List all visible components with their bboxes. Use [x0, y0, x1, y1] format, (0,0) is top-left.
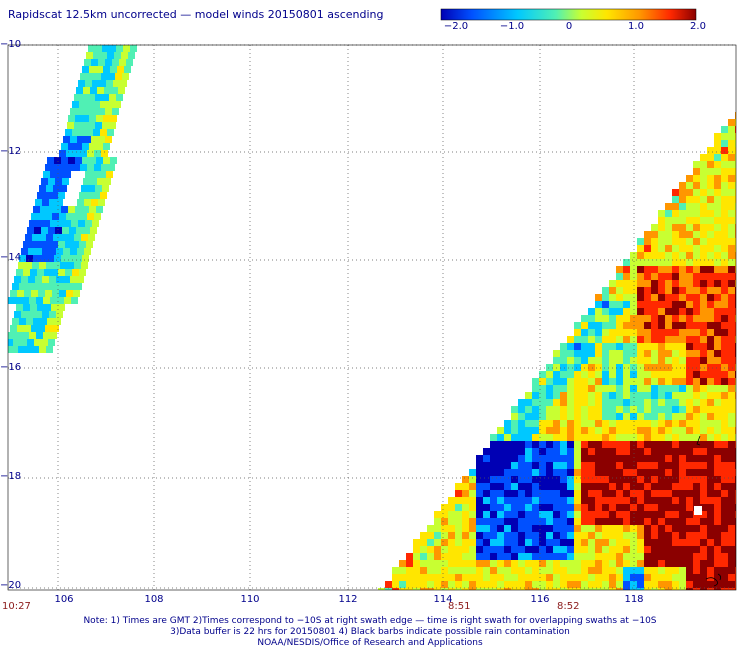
lon-label: 116 — [530, 594, 550, 605]
footnote-line: NOAA/NESDIS/Office of Research and Appli… — [257, 638, 483, 648]
lat-label: −20 — [0, 580, 22, 591]
plot-frame — [7, 44, 737, 591]
footnotes: Note: 1) Times are GMT 2)Times correspon… — [0, 616, 740, 649]
lat-label: −18 — [0, 471, 22, 482]
lat-label: −12 — [0, 146, 22, 157]
lon-label: 110 — [240, 594, 260, 605]
lon-label: 118 — [624, 594, 644, 605]
footnote-line: Note: 1) Times are GMT 2)Times correspon… — [83, 616, 657, 626]
time-label-left: 10:27 — [2, 601, 31, 612]
footnote-line: 3)Data buffer is 22 hrs for 20150801 4) … — [170, 627, 570, 637]
wind-barb — [696, 435, 701, 446]
lat-label: −14 — [0, 252, 22, 263]
rain-flag-marker — [694, 506, 702, 515]
lon-label: 108 — [144, 594, 164, 605]
lat-label: −16 — [0, 362, 22, 373]
colorbar-tick: 2.0 — [690, 21, 706, 32]
coastline — [705, 573, 722, 587]
map-title: Rapidscat 12.5km uncorrected — model win… — [8, 8, 384, 21]
lon-label: 106 — [54, 594, 74, 605]
swath-west — [8, 45, 137, 353]
colorbar-tick: 0 — [565, 21, 573, 32]
time-label: 8:51 — [448, 601, 471, 612]
lon-label: 112 — [338, 594, 358, 605]
lon-label: 114 — [433, 594, 453, 605]
colorbar-tick: 1.0 — [628, 21, 644, 32]
time-label: 8:52 — [557, 601, 580, 612]
colorbar-tick: −2.0 — [443, 21, 469, 32]
colorbar-tick: −1.0 — [499, 21, 525, 32]
colorbar — [440, 8, 697, 21]
swath-east — [378, 112, 736, 590]
lat-label: −10 — [0, 39, 22, 50]
